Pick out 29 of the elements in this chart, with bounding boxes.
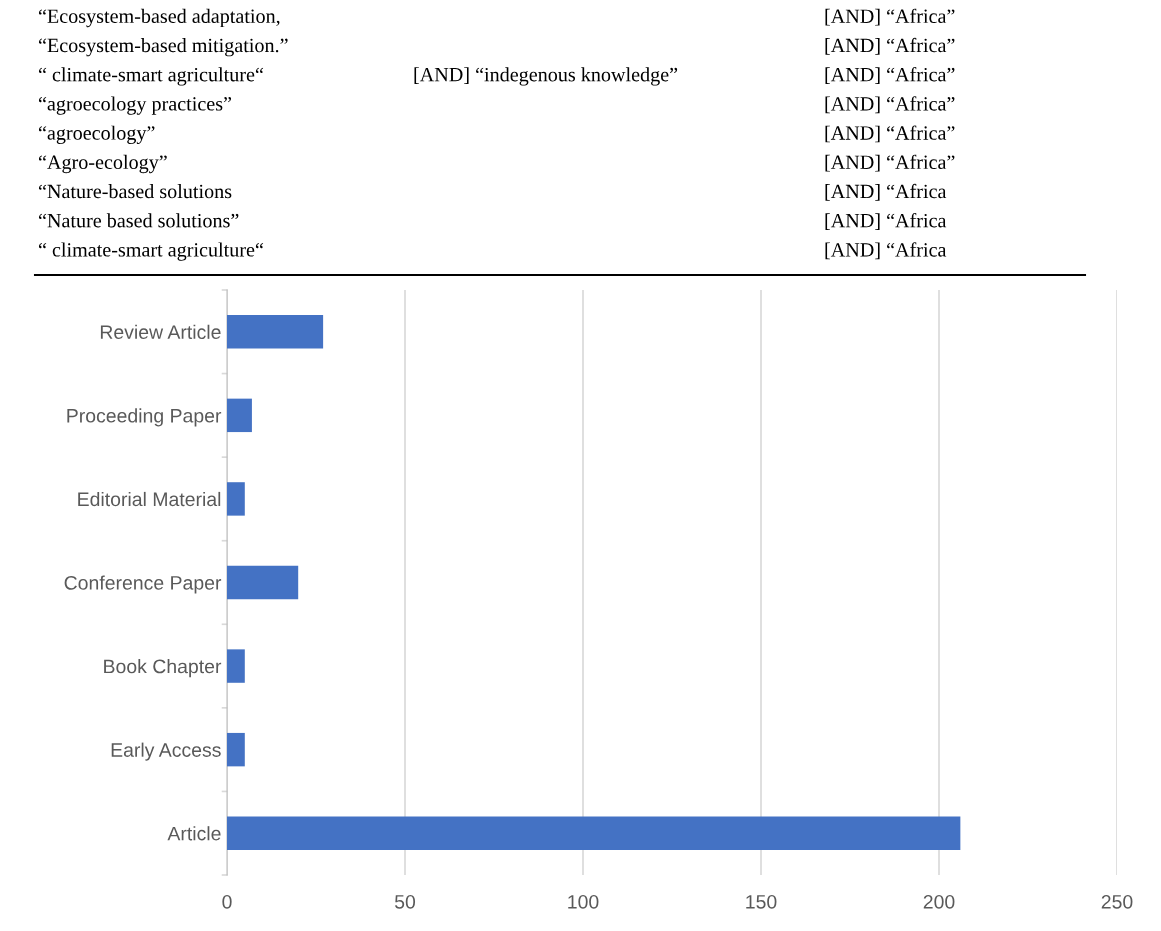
text: “ climate-smart agriculture“ [AND] “Africa bbox=[38, 242, 947, 261]
bar bbox=[227, 816, 961, 850]
y-tick-label: Article bbox=[167, 826, 221, 841]
bar bbox=[227, 315, 324, 349]
bar bbox=[227, 649, 245, 683]
bar bbox=[227, 398, 252, 433]
bar bbox=[227, 565, 299, 600]
text: “Ecosystem-based mitigation.” [AND] “Africa” bbox=[38, 37, 955, 57]
text: “agroecology” [AND] “Africa” bbox=[38, 125, 955, 144]
x-tick-label: 150 bbox=[746, 894, 777, 909]
x-tick-label: 50 bbox=[394, 894, 416, 909]
text: “Ecosystem-based adaptation, [AND] “Africa” bbox=[38, 8, 955, 28]
y-tick-label: Review Article bbox=[100, 324, 221, 340]
bar bbox=[227, 732, 245, 767]
y-tick-label: Editorial Material bbox=[78, 491, 221, 507]
text: “ climate-smart agriculture“ [AND] “indegenous knowledge” [AND] “Africa” bbox=[38, 67, 955, 86]
y-tick-label: Conference Paper bbox=[64, 575, 222, 594]
bar bbox=[227, 482, 245, 516]
x-tick-label: 100 bbox=[568, 894, 599, 909]
y-tick-label: Proceeding Paper bbox=[67, 408, 222, 427]
text: “agroecology practices” [AND] “Africa” bbox=[38, 96, 955, 115]
x-tick-label: 250 bbox=[1101, 894, 1133, 909]
text: “Agro-ecology” [AND] “Africa” bbox=[38, 154, 955, 174]
text: “Nature based solutions” [AND] “Africa bbox=[38, 213, 947, 230]
text: “Nature-based solutions [AND] “Africa bbox=[38, 183, 947, 201]
y-tick-label: Early Access bbox=[111, 742, 221, 761]
x-tick-label: 200 bbox=[923, 894, 955, 909]
x-tick-label: 0 bbox=[222, 894, 232, 909]
y-tick-label: Book Chapter bbox=[104, 659, 222, 678]
